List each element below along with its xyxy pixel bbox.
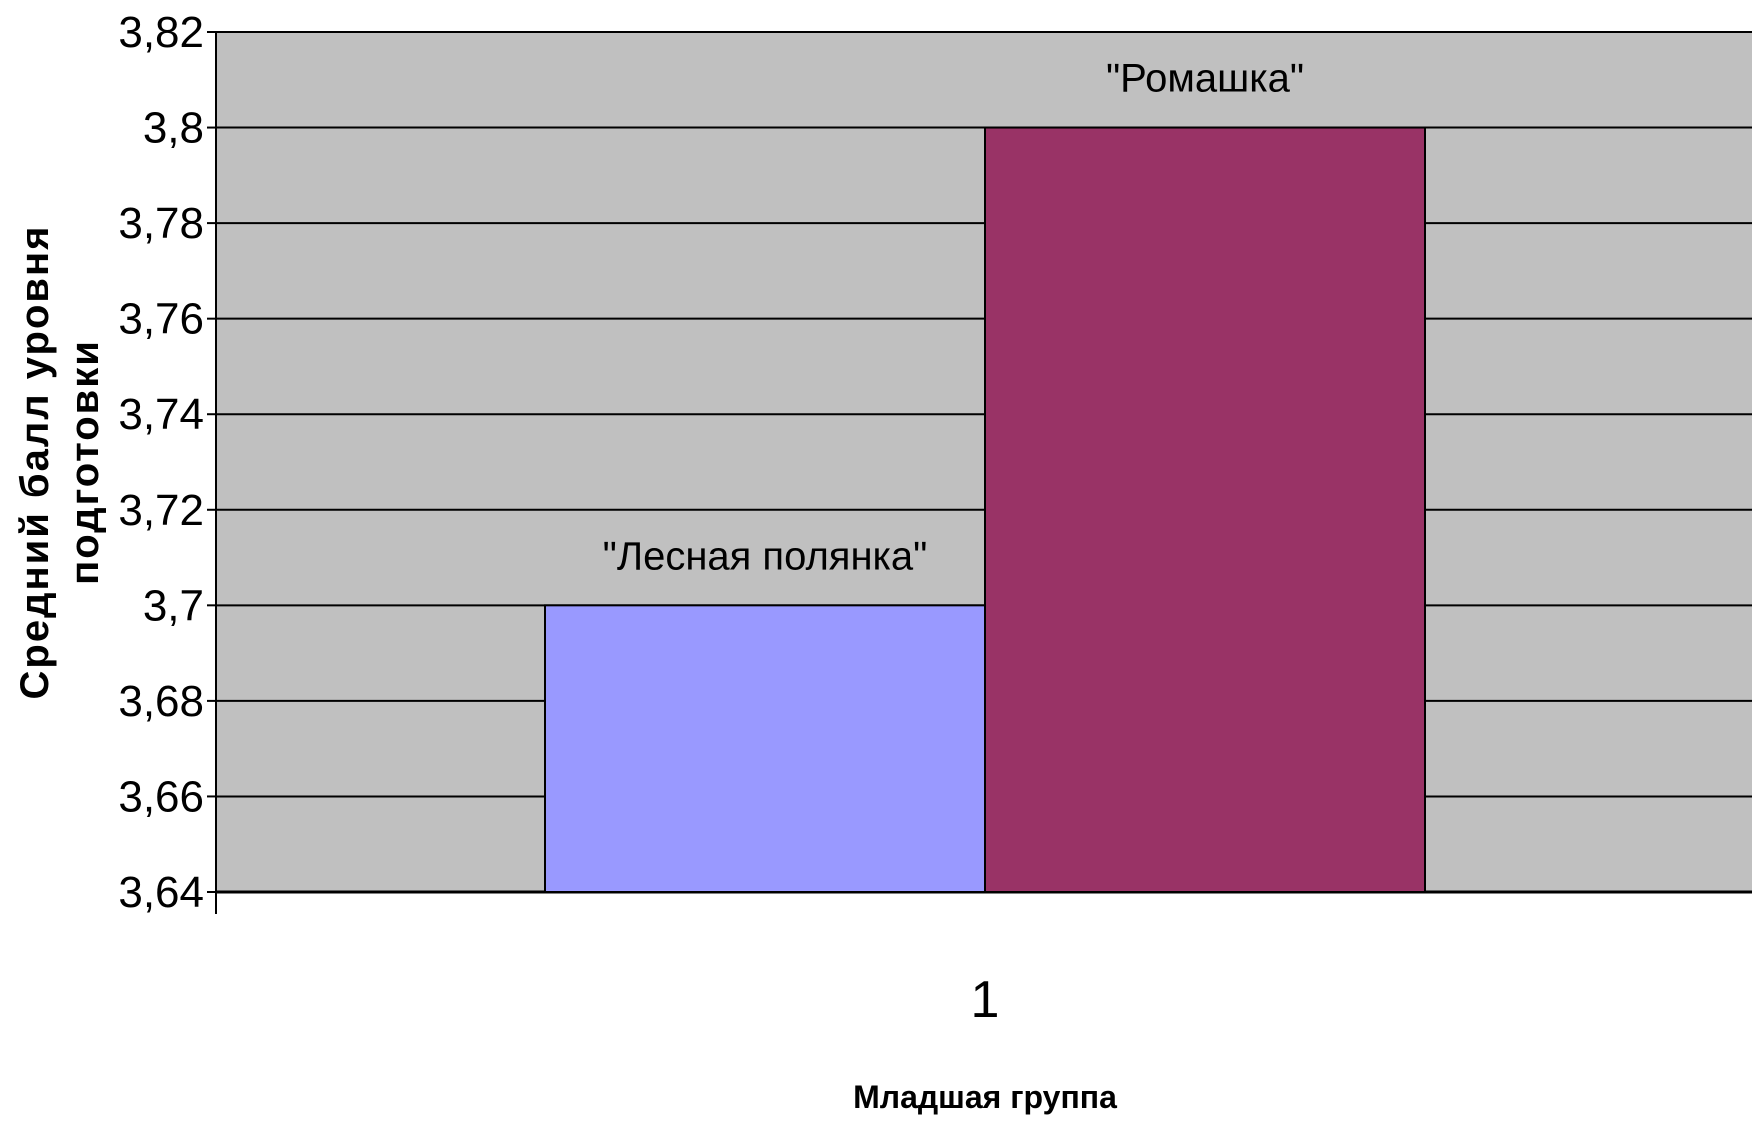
bar (544, 604, 986, 893)
data-label: "Лесная полянка" (603, 534, 928, 578)
y-tick-label: 3,76 (118, 295, 204, 344)
bar (984, 126, 1426, 894)
y-tick-label: 3,8 (143, 104, 204, 153)
y-tick-label: 3,66 (118, 772, 204, 821)
y-tick-label: 3,74 (118, 390, 204, 439)
data-label: "Ромашка" (1106, 57, 1304, 101)
y-axis (207, 31, 217, 914)
y-axis-title-line-1: Средний балл уровня (13, 225, 57, 700)
category-label: 1 (971, 971, 1000, 1029)
y-axis-title-line-2: подготовки (63, 339, 107, 585)
y-tick-label: 3,82 (118, 8, 204, 57)
x-axis-title: Младшая группа (853, 1079, 1117, 1115)
bars (544, 126, 1426, 894)
y-tick-label: 3,64 (118, 868, 204, 917)
y-tick-label: 3,68 (118, 677, 204, 726)
data-labels: "Лесная полянка" "Ромашка" (603, 57, 1304, 579)
y-tick-label: 3,78 (118, 199, 204, 248)
y-tick-labels: 3,64 3,66 3,68 3,7 3,72 3,74 3,76 3,78 3,8 3,82 (118, 8, 204, 917)
y-tick-label: 3,7 (143, 581, 204, 630)
y-tick-label: 3,72 (118, 486, 204, 535)
